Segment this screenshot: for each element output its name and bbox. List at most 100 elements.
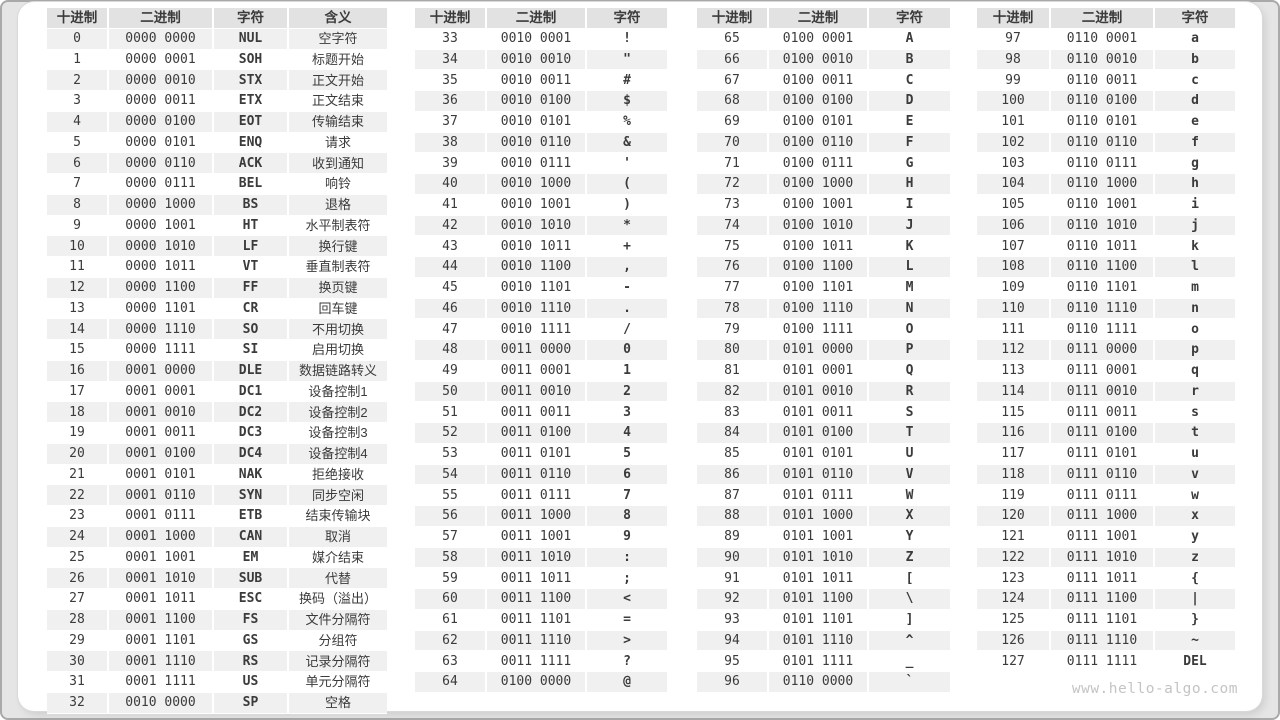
binary-cell: 0000 1011 [109,257,214,278]
char-cell: SYN [214,485,289,506]
char-cell: + [587,236,667,257]
table-row: 48 0011 0000 0 [415,340,667,361]
table-row: 51 0011 0011 3 [415,402,667,423]
decimal-cell: 61 [415,609,487,631]
decimal-cell: 15 [47,340,109,361]
decimal-cell: 40 [415,174,487,195]
table-row: 105 0110 1001 i [977,194,1235,216]
char-cell: [ [869,568,950,589]
binary-cell: 0111 1100 [1051,589,1155,610]
char-cell: Y [869,527,950,548]
binary-cell: 0011 0010 [487,381,587,403]
decimal-cell: 46 [415,298,487,320]
binary-cell: 0110 1000 [1051,174,1155,195]
table-row: 106 0110 1010 j [977,215,1235,237]
table-row: 125 0111 1101} [977,609,1235,631]
meaning-cell: 换码（溢出） [289,589,387,610]
binary-cell: 0010 1000 [487,174,587,195]
decimal-cell: 52 [415,423,487,444]
char-cell: p [1155,340,1235,361]
char-cell: } [1155,610,1235,631]
decimal-cell: 92 [697,589,769,610]
table-row: 40 0010 1000( [415,174,667,195]
binary-cell: 0010 1010 [487,215,587,237]
decimal-cell: 31 [47,672,109,693]
binary-cell: 0101 1010 [769,547,869,569]
meaning-cell: 单元分隔符 [289,672,387,693]
ascii-table-97-127: 十进制 二进制 字符 97 0110 0001 a 98 0110 0010 b 99 0110 0… [977,8,1235,672]
decimal-cell: 56 [415,506,487,527]
table-row: 8 0000 1000 BS 退格 [47,194,387,216]
table-row: 2 0000 0010 STX 正文开始 [47,70,387,91]
binary-cell: 0010 1110 [487,298,587,320]
table-row: 109 0110 1101 m [977,277,1235,299]
char-cell: = [587,610,667,631]
decimal-cell: 23 [47,506,109,527]
meaning-cell: 回车键 [289,299,387,320]
table-row: 34 0010 0010 " [415,49,667,71]
table-row: 24 0001 1000 CAN 取消 [47,526,387,548]
table-row: 4 0000 0100 EOT 传输结束 [47,111,387,133]
column-header: 二进制 [769,8,869,29]
decimal-cell: 126 [977,630,1051,652]
decimal-cell: 111 [977,319,1051,340]
char-cell: FS [214,609,289,631]
decimal-cell: 122 [977,547,1051,569]
table-row: 88 0101 1000 X [697,506,950,527]
char-cell: DEL [1155,651,1235,672]
table-row: 69 0100 0101 E [697,111,950,133]
table-row: 101 0110 0101 e [977,111,1235,133]
binary-cell: 0111 0111 [1051,485,1155,506]
char-cell: C [869,70,950,91]
table-row: 1 0000 0001 SOH 标题开始 [47,49,387,71]
decimal-cell: 57 [415,526,487,548]
char-cell: e [1155,112,1235,133]
decimal-cell: 43 [415,236,487,257]
char-cell: c [1155,70,1235,91]
table-row: 97 0110 0001 a [977,28,1235,50]
table-row: 104 0110 1000 h [977,174,1235,195]
char-cell: @ [587,672,667,693]
binary-cell: 0011 0011 [487,402,587,423]
meaning-cell: 分组符 [289,631,387,652]
binary-cell: 0111 0000 [1051,340,1155,361]
char-cell: X [869,506,950,527]
table-row: 66 0100 0010 B [697,49,950,71]
char-cell: > [587,630,667,652]
decimal-cell: 32 [47,692,109,714]
decimal-cell: 1 [47,49,109,71]
binary-cell: 0001 0101 [109,464,214,486]
char-cell: DC3 [214,423,289,444]
decimal-cell: 78 [697,298,769,320]
binary-cell: 0011 1010 [487,547,587,569]
char-cell: w [1155,485,1235,506]
table-row: 89 0101 1001 Y [697,526,950,548]
decimal-cell: 116 [977,423,1051,444]
char-cell: FF [214,277,289,299]
table-row: 81 0101 0001 Q [697,360,950,382]
meaning-cell: 传输结束 [289,111,387,133]
decimal-cell: 6 [47,153,109,174]
meaning-cell: 响铃 [289,174,387,195]
binary-cell: 0001 1110 [109,651,214,672]
decimal-cell: 35 [415,70,487,91]
char-cell: ( [587,174,667,195]
table-row: 120 0111 1000 x [977,506,1235,527]
char-cell: " [587,49,667,71]
binary-cell: 0011 0000 [487,340,587,361]
decimal-cell: 119 [977,485,1051,506]
decimal-cell: 49 [415,360,487,382]
decimal-cell: 18 [47,402,109,423]
binary-cell: 0101 0101 [769,443,869,465]
char-cell: f [1155,132,1235,154]
decimal-cell: 94 [697,630,769,652]
table-row: 18 0001 0010 DC2 设备控制2 [47,402,387,423]
column-header: 十进制 [415,8,487,29]
binary-cell: 0110 1111 [1051,319,1155,340]
column-header: 二进制 [487,8,587,29]
table-row: 13 0000 1101 CR 回车键 [47,298,387,320]
decimal-cell: 37 [415,111,487,133]
table-row: 53 0011 0101 5 [415,443,667,465]
char-cell: g [1155,153,1235,174]
binary-cell: 0111 0001 [1051,360,1155,382]
